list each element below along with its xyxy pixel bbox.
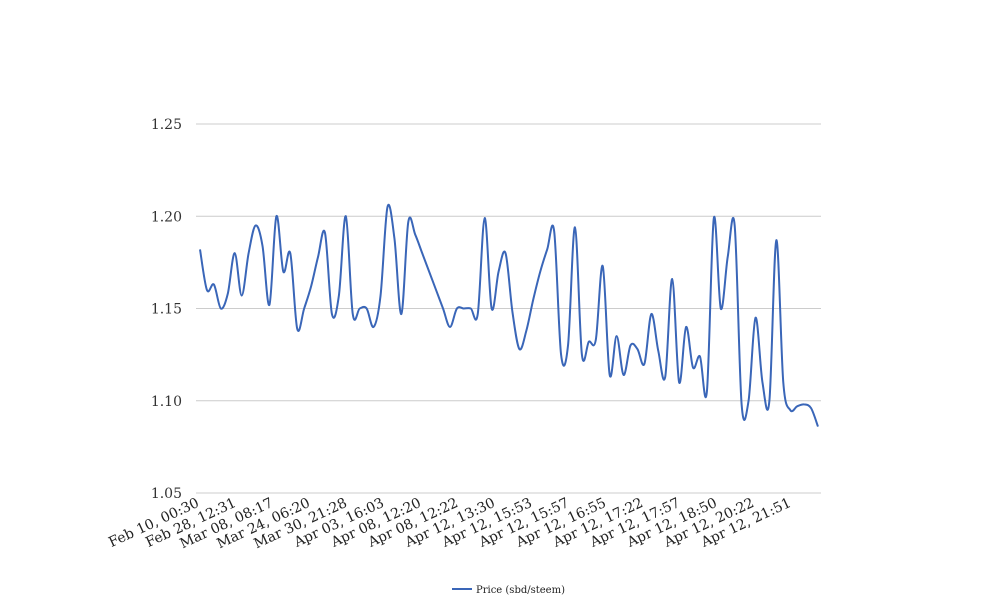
y-axis-tick-labels: 1.05 1.10 1.15 1.20 1.25 — [151, 117, 182, 502]
series-line-price — [199, 203, 819, 427]
gridlines — [196, 123, 821, 494]
y-tick-label: 1.10 — [151, 394, 182, 410]
y-tick-label: 1.15 — [151, 302, 182, 318]
series-layer — [199, 203, 819, 427]
y-tick-label: 1.20 — [151, 209, 182, 225]
y-tick-label: 1.05 — [151, 486, 182, 502]
y-tick-label: 1.25 — [151, 117, 182, 133]
legend: Price (sbd/steem) — [452, 585, 565, 596]
legend-label-price: Price (sbd/steem) — [476, 585, 565, 596]
